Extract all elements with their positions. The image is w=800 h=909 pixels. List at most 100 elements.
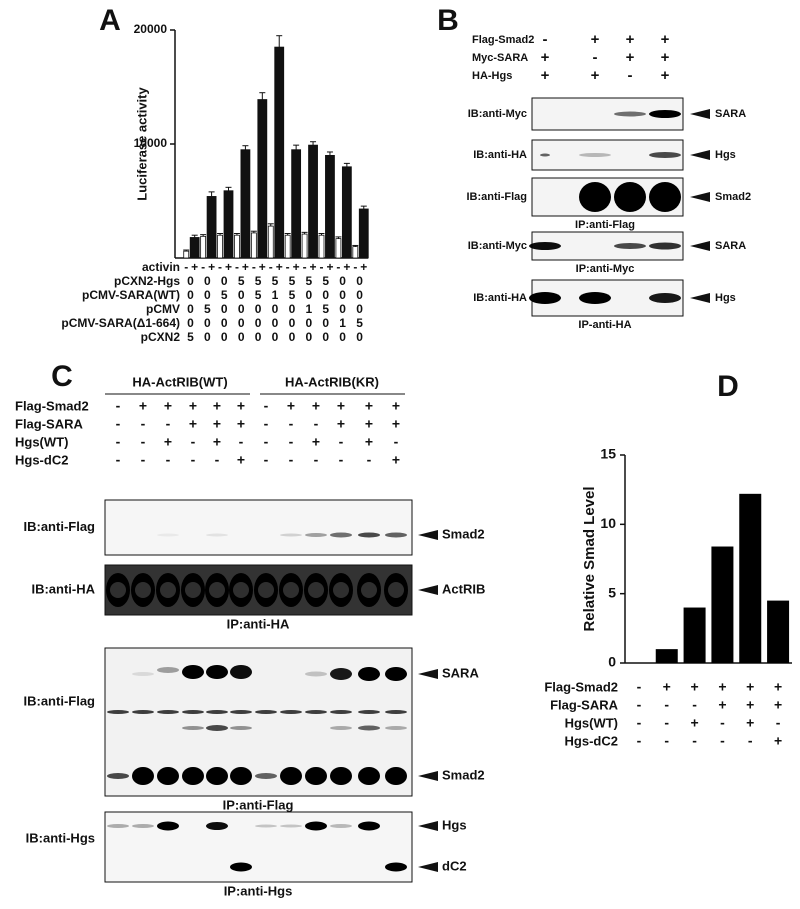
row-label: pCMV	[146, 302, 180, 316]
blot-band	[385, 862, 407, 872]
blot-band	[649, 110, 681, 118]
blot-band	[304, 573, 328, 607]
blot-band	[329, 573, 353, 607]
sign: +	[774, 679, 782, 695]
cell: 5	[204, 302, 211, 316]
blot-band	[330, 726, 352, 730]
cell: 5	[238, 274, 245, 288]
sign: +	[591, 67, 600, 84]
bar	[655, 649, 678, 663]
x-tick-label: -	[252, 260, 256, 274]
cell: 0	[289, 302, 296, 316]
sign: +	[591, 31, 600, 48]
blot-highlight	[110, 582, 126, 598]
sign: -	[191, 434, 196, 450]
ip-label: IP:anti-Hgs	[224, 883, 293, 898]
x-tick-label: +	[310, 260, 317, 274]
cell: 0	[339, 288, 346, 302]
sign: -	[166, 416, 171, 432]
bar	[335, 238, 342, 259]
cell: 0	[255, 302, 262, 316]
panel-letter: D	[717, 370, 739, 403]
blot-band	[132, 824, 154, 828]
cell: 0	[221, 274, 228, 288]
row-label: Flag-Smad2	[472, 34, 534, 46]
blot-band	[529, 242, 561, 250]
row-label: pCXN2-Hgs	[114, 274, 180, 288]
blot-band	[157, 667, 179, 673]
bar	[767, 600, 790, 663]
x-tick-label: -	[201, 260, 205, 274]
cell: 0	[339, 274, 346, 288]
cell: 0	[339, 330, 346, 344]
arrow-head	[690, 192, 710, 202]
blot-band	[358, 667, 380, 681]
target-label: Hgs	[715, 149, 736, 161]
blot-band	[157, 710, 179, 714]
sign: -	[141, 416, 146, 432]
sign: +	[541, 67, 550, 84]
sign: +	[661, 49, 670, 66]
arrow-head	[690, 241, 710, 251]
row-label: Flag-SARA	[15, 416, 84, 431]
row-label: pCMV-SARA(WT)	[82, 288, 180, 302]
arrow-head	[418, 669, 438, 679]
sign: +	[312, 398, 320, 414]
blot-band	[614, 111, 646, 117]
sign: +	[139, 398, 147, 414]
cell: 0	[305, 288, 312, 302]
blot-band	[206, 533, 228, 537]
blot-highlight	[361, 582, 377, 598]
x-tick-label: +	[293, 260, 300, 274]
sign: +	[213, 434, 221, 450]
bar	[284, 234, 291, 259]
bar	[711, 546, 734, 663]
bar	[250, 232, 257, 259]
sign: -	[141, 452, 146, 468]
target-label: SARA	[442, 665, 479, 680]
sign: +	[690, 715, 698, 731]
sign: -	[289, 416, 294, 432]
target-label: Smad2	[715, 191, 751, 203]
cell: 0	[187, 302, 194, 316]
blot-band	[385, 726, 407, 730]
sign: -	[720, 733, 725, 749]
sign: +	[392, 398, 400, 414]
sign: +	[237, 452, 245, 468]
blot-band	[358, 767, 380, 785]
blot-band	[357, 573, 381, 607]
panel-letter: B	[437, 4, 459, 37]
x-tick-label: +	[208, 260, 215, 274]
blot-band	[255, 773, 277, 779]
bar	[358, 208, 369, 259]
blot-band	[206, 767, 228, 785]
blot-band	[358, 532, 380, 538]
sign: +	[541, 49, 550, 66]
bar	[352, 246, 359, 259]
blot-band	[649, 242, 681, 250]
sign: -	[264, 398, 269, 414]
cell: 0	[238, 288, 245, 302]
x-tick-label: +	[326, 260, 333, 274]
target-label: Smad2	[442, 767, 485, 782]
row-label: HA-Hgs	[472, 70, 512, 82]
cell: 0	[238, 302, 245, 316]
ip-label: IP:anti-Flag	[223, 797, 294, 812]
row-label: Hgs-dC2	[565, 733, 618, 748]
blot-band	[205, 573, 229, 607]
bar	[189, 237, 200, 259]
blot-band	[529, 292, 561, 304]
cell: 0	[272, 330, 279, 344]
blot-highlight	[160, 582, 176, 598]
sign: -	[367, 452, 372, 468]
sign: +	[189, 398, 197, 414]
blot-highlight	[209, 582, 225, 598]
sign: +	[365, 398, 373, 414]
blot-band	[280, 767, 302, 785]
row-label: Myc-SARA	[472, 52, 528, 64]
cell: 0	[322, 288, 329, 302]
bar	[257, 99, 268, 259]
blot	[104, 499, 413, 556]
blot-band	[279, 573, 303, 607]
arrow-head	[418, 862, 438, 872]
